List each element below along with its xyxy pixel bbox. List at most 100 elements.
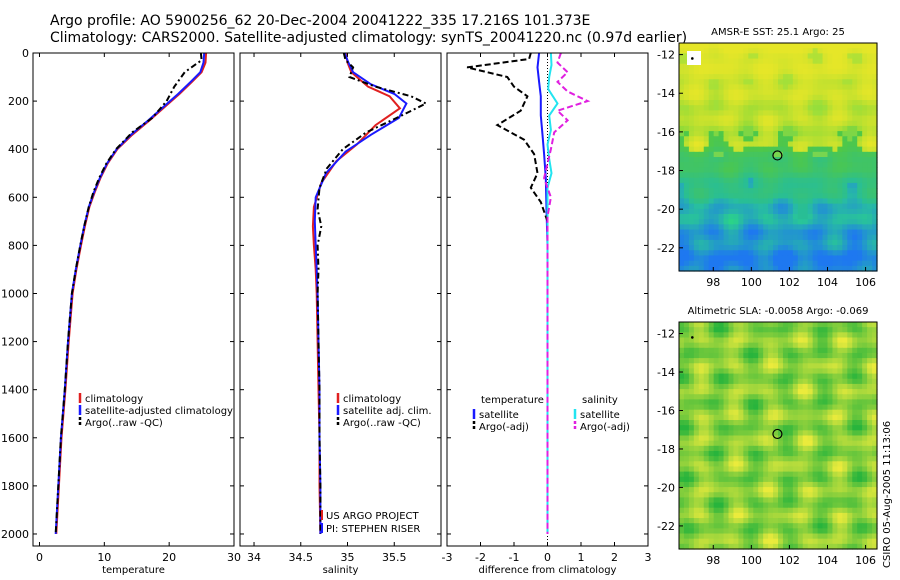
map-cell [822, 389, 829, 395]
map-cell [837, 332, 843, 339]
map-cell [822, 440, 829, 447]
map-cell [679, 461, 685, 468]
map-cell [718, 342, 725, 349]
map-cell [728, 105, 735, 111]
map-cell [787, 255, 794, 262]
map-cell [733, 414, 739, 421]
map-cell [822, 120, 829, 127]
map-cell [768, 337, 774, 344]
map-cell [728, 188, 735, 194]
map-cell [827, 352, 834, 359]
map-cell [778, 89, 784, 96]
map-cell [688, 188, 695, 194]
map-cell [857, 389, 863, 395]
map-cell [812, 43, 819, 49]
map-cell [713, 131, 720, 137]
map-cell [792, 347, 799, 354]
map-cell [782, 94, 789, 101]
map-cell [713, 151, 720, 158]
map-cell [743, 203, 749, 210]
map-cell [693, 79, 700, 86]
map-cell [753, 466, 759, 473]
map-cell [837, 456, 843, 462]
map-cell [723, 363, 730, 370]
map-cell [723, 492, 730, 499]
map-cell [738, 507, 744, 514]
map-cell [842, 48, 848, 54]
map-cell [698, 198, 705, 205]
map-cell [847, 198, 853, 205]
map-cell [693, 239, 700, 246]
map-cell [733, 368, 739, 375]
map-cell [718, 188, 725, 194]
map-cell [733, 322, 739, 328]
map-cell [679, 342, 685, 349]
map-cell [688, 234, 695, 241]
map-cell [787, 84, 794, 91]
map-cell [738, 172, 744, 179]
map-cell [797, 414, 804, 421]
map-cell [708, 229, 715, 236]
map-cell [758, 373, 764, 380]
map-cell [862, 425, 868, 431]
map-cell [723, 198, 730, 205]
map-cell [852, 110, 858, 117]
map-cell [822, 481, 829, 488]
map-cell [718, 492, 725, 499]
map-cell [713, 342, 720, 349]
map-cell [679, 136, 685, 143]
legend-label: satellite [479, 410, 519, 421]
map-cell [763, 105, 769, 111]
map-cell [718, 543, 725, 550]
map-cell [852, 425, 858, 431]
map-cell [748, 404, 754, 411]
map-cell [822, 172, 829, 179]
map-cell [738, 74, 744, 80]
map-cell [827, 177, 834, 184]
map-cell [743, 110, 749, 117]
map-cell [817, 327, 824, 333]
map-cell [738, 193, 744, 200]
map-cell [688, 358, 695, 364]
map-cell [807, 265, 814, 272]
map-cell [698, 347, 705, 354]
map-cell [872, 172, 878, 179]
map-cell [787, 487, 794, 493]
map-cell [792, 471, 799, 478]
map-cell [763, 43, 769, 49]
map-cell [797, 420, 804, 426]
map-cell [723, 332, 730, 339]
map-cell [832, 502, 838, 509]
map-cell [733, 383, 739, 390]
map-cell [713, 177, 720, 184]
map-cell [733, 497, 739, 504]
map-cell [778, 533, 784, 540]
map-cell [872, 456, 878, 462]
map-cell [852, 167, 858, 174]
map-cell [768, 48, 774, 54]
map-cell [688, 115, 695, 122]
map-cell [842, 120, 848, 127]
map-cell [812, 461, 819, 468]
map-cell [807, 239, 814, 246]
x-tick-label: 102 [779, 554, 800, 567]
map-cell [758, 219, 764, 225]
map-cell [723, 471, 730, 478]
map-cell [679, 214, 685, 220]
map-cell [782, 157, 789, 163]
map-cell [768, 239, 774, 246]
map-cell [753, 342, 759, 349]
map-cell [867, 136, 873, 143]
map-cell [862, 332, 868, 339]
map-cell [698, 502, 705, 509]
map-cell [852, 203, 858, 210]
map-cell [802, 543, 809, 550]
map-cell [867, 476, 873, 483]
map-cell [698, 543, 705, 550]
map-cell [758, 481, 764, 488]
map-cell [768, 342, 774, 349]
map-cell [792, 420, 799, 426]
map-cell [708, 425, 715, 431]
map-cell [867, 172, 873, 179]
map-cell [773, 466, 779, 473]
